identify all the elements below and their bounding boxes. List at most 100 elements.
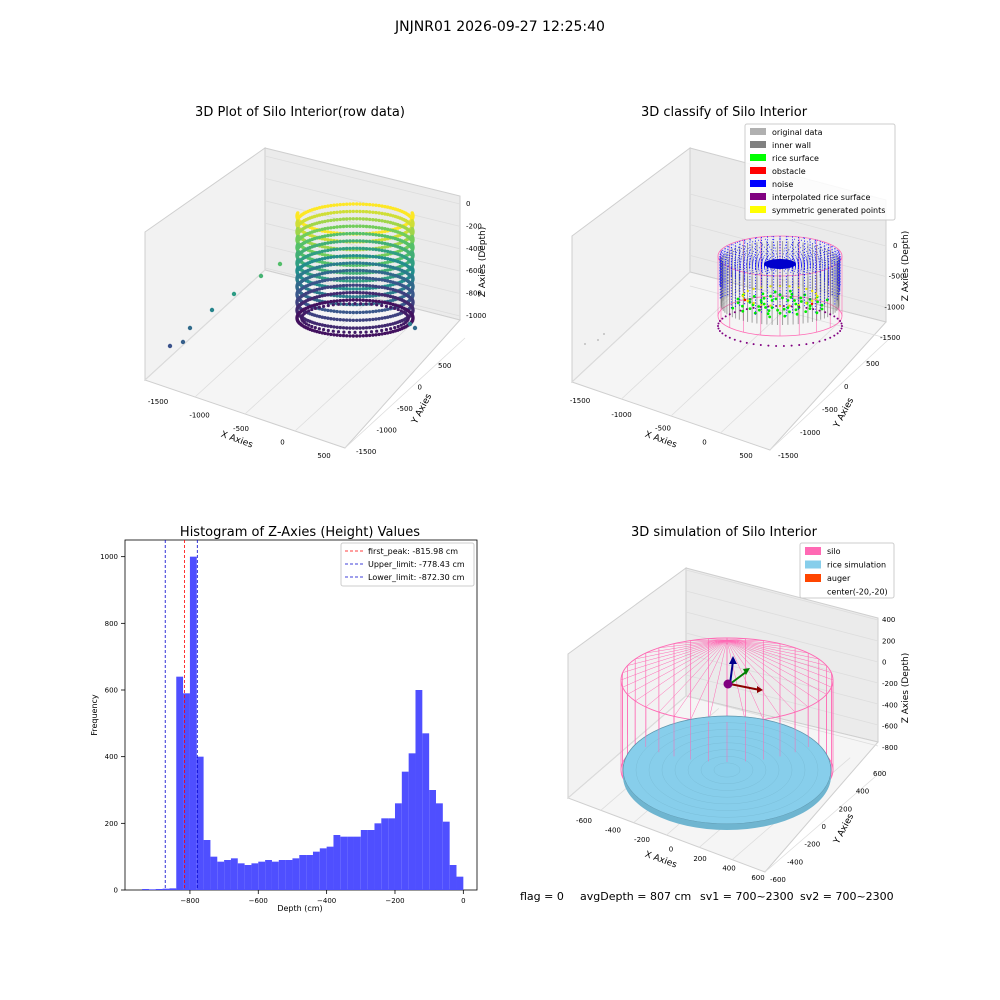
raw-point (315, 302, 319, 307)
raw-point (317, 283, 322, 287)
symmetric-point (746, 289, 749, 293)
noise-point (779, 236, 789, 267)
raw-point (386, 242, 390, 246)
raw-point (364, 254, 369, 258)
raw-point (329, 285, 333, 289)
raw-point (368, 325, 372, 330)
interpolated-point (739, 309, 742, 312)
rice-mesh-ring (713, 762, 741, 778)
raw-point (320, 257, 324, 261)
raw-point (383, 256, 387, 260)
raw-point (335, 294, 339, 298)
raw-point (358, 287, 362, 291)
histogram-bar (169, 888, 177, 890)
histogram-bar (162, 888, 170, 890)
raw-point (355, 217, 359, 221)
raw-point (355, 287, 359, 291)
raw-point (329, 203, 333, 208)
raw-point (358, 268, 362, 273)
raw-point (374, 277, 378, 281)
legend-swatch (750, 193, 766, 200)
raw-point (317, 250, 322, 254)
symmetric-point (816, 294, 819, 298)
raw-point (380, 285, 384, 289)
interpolated-point (782, 345, 785, 347)
z-grid-line (685, 611, 879, 663)
y-tick-label: -1500 (356, 448, 376, 456)
interpolated-point (840, 322, 843, 325)
legend-swatch (805, 560, 821, 569)
z-grid-line (685, 653, 879, 705)
interpolated-point (717, 325, 719, 327)
symmetric-point (778, 284, 782, 288)
raw-point (323, 234, 327, 238)
raw-point (368, 269, 372, 273)
panel4-title: 3D simulation of Silo Interior (631, 525, 818, 540)
raw-point (315, 228, 319, 233)
raw-point (368, 217, 372, 222)
raw-point (351, 318, 355, 322)
x-tick-label: 500 (317, 452, 330, 460)
raw-point (383, 323, 387, 328)
histogram-bar (353, 836, 361, 890)
noise-point (730, 265, 781, 269)
raw-point (320, 268, 324, 272)
raw-point (409, 223, 414, 227)
interpolated-point (841, 325, 843, 327)
raw-point (323, 261, 327, 265)
raw-point (341, 279, 346, 283)
raw-point (355, 295, 359, 299)
symmetric-point (752, 287, 755, 291)
raw-point (348, 209, 352, 214)
histogram-bar (333, 835, 341, 890)
interpolated-point (829, 336, 832, 339)
raw-point (338, 276, 342, 281)
panel2-legend: original data inner wall rice surface obsta… (744, 123, 896, 221)
raw-point (320, 271, 324, 276)
raw-point (341, 247, 346, 251)
raw-point (326, 219, 330, 223)
legend-label: obstacle (772, 167, 806, 176)
histogram-bar (224, 860, 231, 890)
raw-point (331, 303, 335, 307)
raw-point (317, 267, 322, 272)
y-tick-label: 0 (822, 823, 826, 831)
raw-point (380, 238, 384, 242)
raw-point (351, 268, 355, 273)
raw-point (335, 232, 339, 237)
raw-point (380, 332, 384, 336)
raw-point (322, 328, 326, 332)
raw-point (364, 261, 369, 266)
raw-point (313, 326, 317, 330)
interpolated-point (836, 317, 839, 320)
interpolated-point (752, 343, 755, 346)
raw-point (368, 202, 372, 207)
raw-point (320, 284, 324, 288)
interpolated-point (718, 330, 721, 332)
raw-point (386, 279, 390, 283)
raw-point (393, 326, 397, 330)
y-tick-label: 800 (105, 620, 118, 628)
raw-point (399, 309, 403, 313)
raw-point (323, 245, 327, 249)
histogram-bar (360, 830, 368, 890)
raw-point (317, 257, 322, 262)
raw-point (361, 254, 365, 258)
y-tick-label: -500 (397, 405, 413, 413)
raw-point (329, 299, 333, 304)
raw-point (317, 279, 322, 284)
raw-point (351, 326, 355, 330)
interpolated-point (767, 344, 770, 347)
raw-point (323, 271, 327, 275)
raw-point (388, 294, 393, 299)
x-tick-label: -1000 (189, 412, 209, 420)
panel2-xlabel: X Axies (643, 430, 678, 451)
x-tick-label: 600 (751, 874, 764, 882)
histogram-bar (230, 858, 238, 890)
obstacle-point (743, 298, 747, 302)
raw-point (386, 284, 390, 288)
raw-point (383, 331, 387, 336)
raw-point (358, 326, 362, 330)
x-tick-label: -600 (576, 817, 592, 825)
y-tick-label: 600 (105, 687, 118, 695)
